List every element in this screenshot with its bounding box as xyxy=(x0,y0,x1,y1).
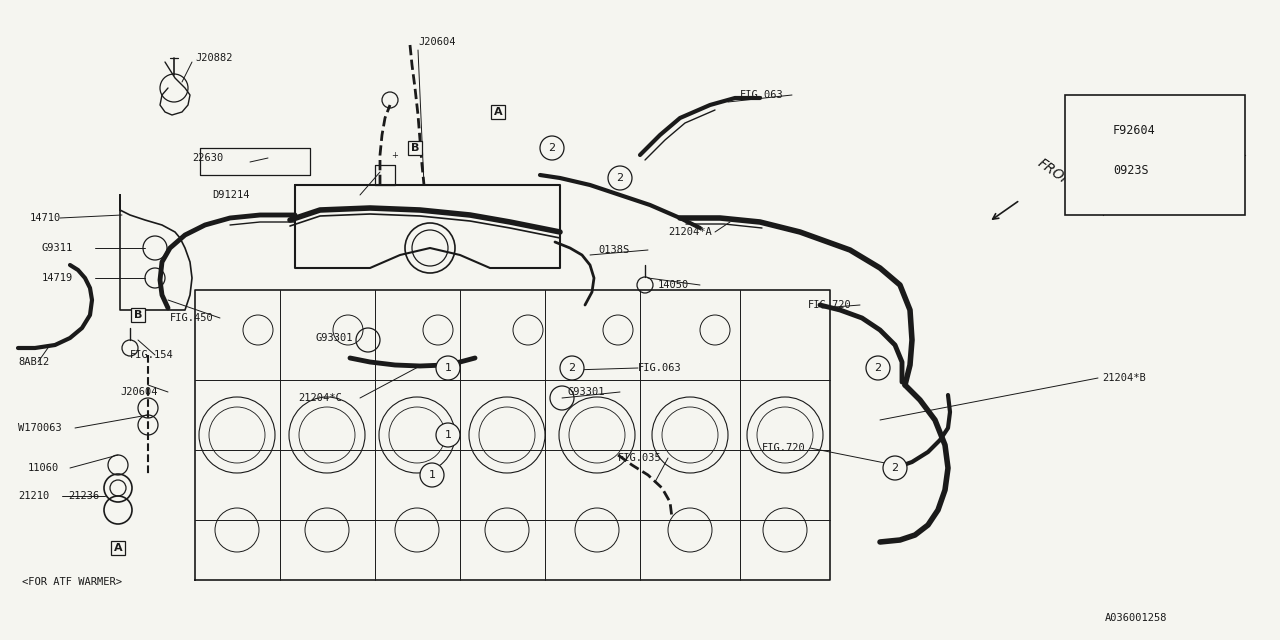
Text: <FOR ATF WARMER>: <FOR ATF WARMER> xyxy=(22,577,122,587)
Text: J20604: J20604 xyxy=(120,387,157,397)
Text: 1: 1 xyxy=(429,470,435,480)
Text: B: B xyxy=(411,143,419,153)
Text: FIG.154: FIG.154 xyxy=(131,350,174,360)
Text: 2: 2 xyxy=(1080,165,1088,175)
Text: 0138S: 0138S xyxy=(598,245,630,255)
Text: G93301: G93301 xyxy=(315,333,352,343)
Text: A: A xyxy=(494,107,502,117)
Circle shape xyxy=(420,463,444,487)
Circle shape xyxy=(1073,118,1096,142)
Text: G93301: G93301 xyxy=(568,387,605,397)
Text: 21204*A: 21204*A xyxy=(668,227,712,237)
Text: 1: 1 xyxy=(444,363,452,373)
Text: J20604: J20604 xyxy=(419,37,456,47)
Circle shape xyxy=(561,356,584,380)
Text: FRONT: FRONT xyxy=(1036,156,1082,195)
Text: J20882: J20882 xyxy=(195,53,233,63)
Text: FIG.450: FIG.450 xyxy=(170,313,214,323)
Bar xyxy=(131,308,145,322)
Text: 1: 1 xyxy=(444,430,452,440)
Text: 21236: 21236 xyxy=(68,491,100,501)
Circle shape xyxy=(436,356,460,380)
Text: G9311: G9311 xyxy=(42,243,73,253)
Text: 2: 2 xyxy=(617,173,623,183)
Text: B: B xyxy=(134,310,142,320)
Text: 11060: 11060 xyxy=(28,463,59,473)
Text: FIG.720: FIG.720 xyxy=(808,300,851,310)
Text: 21210: 21210 xyxy=(18,491,49,501)
Circle shape xyxy=(1073,158,1096,182)
Text: W170063: W170063 xyxy=(18,423,61,433)
Bar xyxy=(408,141,422,155)
Text: 2: 2 xyxy=(568,363,576,373)
Text: FIG.720: FIG.720 xyxy=(762,443,805,453)
Text: 1: 1 xyxy=(1080,125,1088,135)
Text: 21204*C: 21204*C xyxy=(298,393,342,403)
Text: 8AB12: 8AB12 xyxy=(18,357,49,367)
Text: 2: 2 xyxy=(548,143,556,153)
Text: FIG.035: FIG.035 xyxy=(618,453,662,463)
Circle shape xyxy=(540,136,564,160)
Text: 14050: 14050 xyxy=(658,280,689,290)
Text: +: + xyxy=(392,150,398,159)
Text: 0923S: 0923S xyxy=(1114,163,1148,177)
Bar xyxy=(1065,95,1245,215)
Text: F92604: F92604 xyxy=(1114,124,1156,136)
Circle shape xyxy=(867,356,890,380)
Text: 21204*B: 21204*B xyxy=(1102,373,1146,383)
Circle shape xyxy=(436,423,460,447)
Text: 14719: 14719 xyxy=(42,273,73,283)
Text: A: A xyxy=(114,543,123,553)
Text: 14710: 14710 xyxy=(29,213,61,223)
Circle shape xyxy=(883,456,908,480)
Text: 22630: 22630 xyxy=(192,153,223,163)
Bar xyxy=(490,105,506,119)
Text: FIG.063: FIG.063 xyxy=(740,90,783,100)
Bar xyxy=(111,541,125,555)
Circle shape xyxy=(608,166,632,190)
Text: FIG.063: FIG.063 xyxy=(637,363,682,373)
Text: 2: 2 xyxy=(874,363,882,373)
Text: A036001258: A036001258 xyxy=(1105,613,1167,623)
Text: 2: 2 xyxy=(891,463,899,473)
Text: D91214: D91214 xyxy=(212,190,250,200)
